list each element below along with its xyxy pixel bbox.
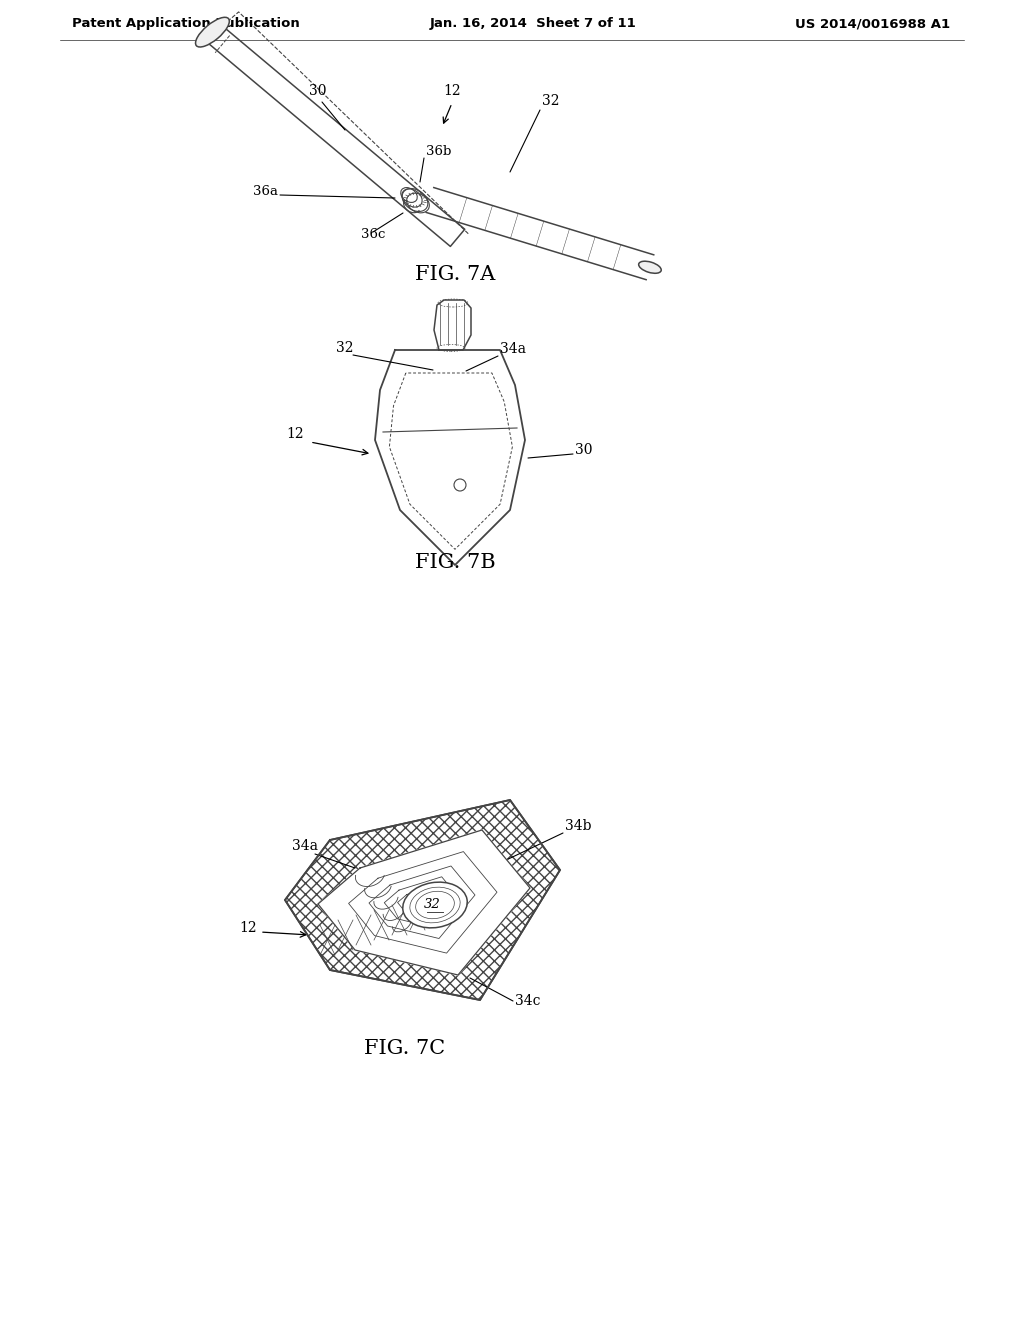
Text: US 2014/0016988 A1: US 2014/0016988 A1 [795,17,950,30]
Text: FIG. 7A: FIG. 7A [415,265,496,285]
Text: 36b: 36b [426,145,452,158]
Text: FIG. 7C: FIG. 7C [365,1039,445,1057]
Ellipse shape [402,882,467,928]
Text: 12: 12 [286,426,304,441]
Ellipse shape [639,261,662,273]
Text: FIG. 7B: FIG. 7B [415,553,496,572]
Polygon shape [318,830,530,975]
Text: 32: 32 [424,899,440,912]
Text: 34a: 34a [292,840,318,853]
Text: 30: 30 [575,444,593,457]
Text: Patent Application Publication: Patent Application Publication [72,17,300,30]
Text: 12: 12 [443,84,461,98]
Ellipse shape [196,17,229,48]
Text: 32: 32 [542,94,559,108]
Text: 30: 30 [309,84,327,98]
Text: 34a: 34a [500,342,526,356]
Text: 36c: 36c [360,228,385,242]
Text: 12: 12 [240,921,257,935]
Text: 32: 32 [336,341,353,355]
Text: 36a: 36a [253,185,278,198]
Text: Jan. 16, 2014  Sheet 7 of 11: Jan. 16, 2014 Sheet 7 of 11 [430,17,637,30]
Polygon shape [285,800,560,1001]
Text: 34c: 34c [515,994,541,1008]
Text: 34b: 34b [565,818,592,833]
